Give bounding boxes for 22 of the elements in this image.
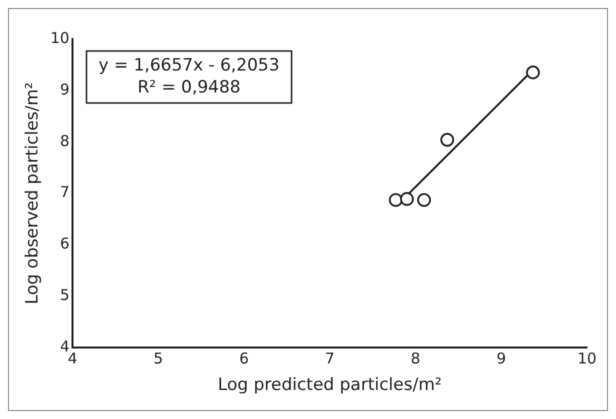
y-tick-label: 7 <box>60 183 70 202</box>
point <box>440 132 454 147</box>
point <box>417 193 431 207</box>
y-tick-label: 5 <box>60 286 70 304</box>
y-tick-label: 8 <box>60 132 70 150</box>
point <box>388 193 403 207</box>
y-tick-label: 4 <box>60 337 70 356</box>
x-tick-label: 6 <box>239 349 249 368</box>
y-tick-label: 10 <box>50 28 70 47</box>
y-tick-label: 9 <box>60 80 70 98</box>
y-tick-label: 6 <box>60 234 70 253</box>
y-axis-title: Log observed particles/m² <box>22 82 43 304</box>
annotation: y = 1,6657x - 6,2053 <box>98 55 280 76</box>
x-tick-label: 10 <box>577 349 597 368</box>
x-tick-label: 7 <box>324 349 335 368</box>
x-tick-label: 5 <box>153 349 164 368</box>
x-tick-label: 9 <box>496 349 506 368</box>
annotation: R² = 0,9488 <box>137 77 241 98</box>
point <box>400 192 414 206</box>
x-tick-label: 8 <box>410 349 420 368</box>
point <box>526 66 540 80</box>
x-axis-title: Log predicted particles/m² <box>218 375 442 396</box>
